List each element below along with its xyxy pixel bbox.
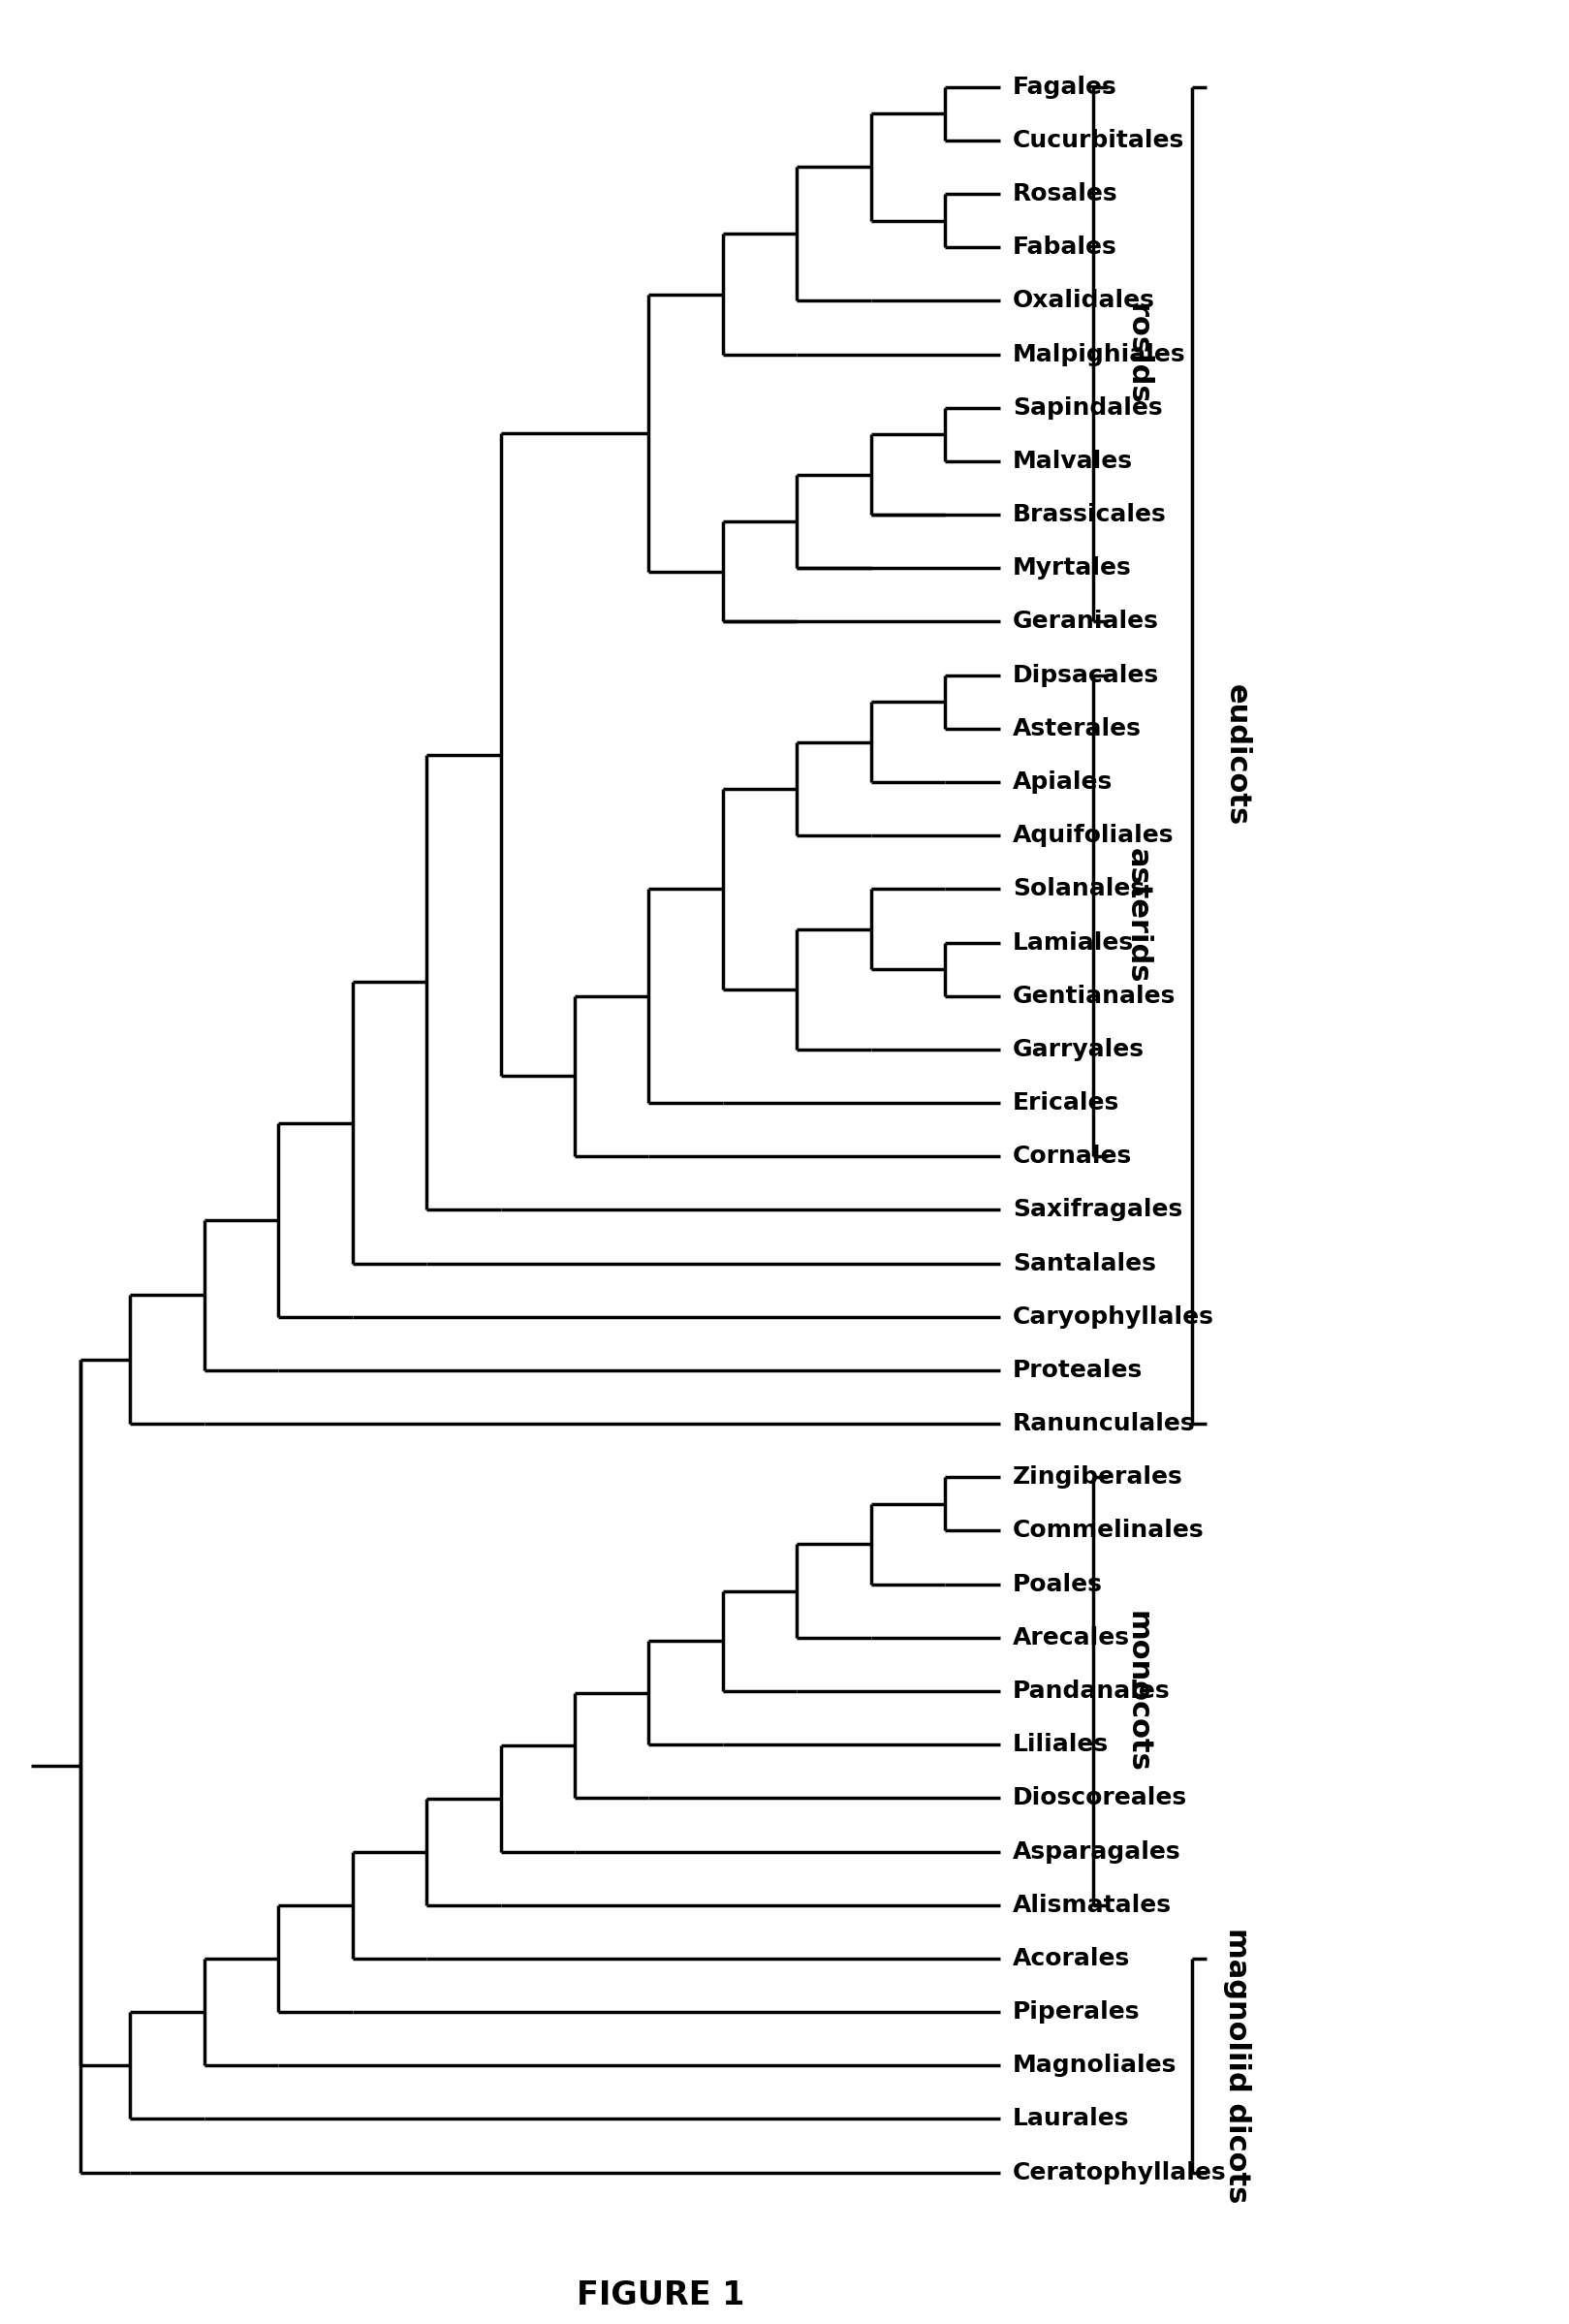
- Text: Piperales: Piperales: [1014, 2001, 1141, 2024]
- Text: Solanales: Solanales: [1014, 878, 1145, 902]
- Text: Dioscoreales: Dioscoreales: [1014, 1787, 1188, 1810]
- Text: Fabales: Fabales: [1014, 235, 1117, 258]
- Text: Laurales: Laurales: [1014, 2108, 1130, 2131]
- Text: Fagales: Fagales: [1014, 74, 1117, 98]
- Text: Sapindales: Sapindales: [1014, 395, 1163, 418]
- Text: Malpighiales: Malpighiales: [1014, 342, 1186, 365]
- Text: Dipsacales: Dipsacales: [1014, 665, 1159, 688]
- Text: Rosales: Rosales: [1014, 181, 1119, 205]
- Text: Cornales: Cornales: [1014, 1146, 1133, 1169]
- Text: asterids: asterids: [1123, 848, 1152, 983]
- Text: Magnoliales: Magnoliales: [1014, 2054, 1177, 2078]
- Text: Saxifragales: Saxifragales: [1014, 1199, 1183, 1222]
- Text: Ceratophyllales: Ceratophyllales: [1014, 2161, 1227, 2185]
- Text: Arecales: Arecales: [1014, 1627, 1130, 1650]
- Text: monocots: monocots: [1123, 1611, 1152, 1771]
- Text: Pandanales: Pandanales: [1014, 1680, 1170, 1703]
- Text: Garryales: Garryales: [1014, 1039, 1145, 1062]
- Text: Caryophyllales: Caryophyllales: [1014, 1306, 1214, 1329]
- Text: Santalales: Santalales: [1014, 1253, 1156, 1276]
- Text: Oxalidales: Oxalidales: [1014, 288, 1155, 311]
- Text: Geraniales: Geraniales: [1014, 609, 1159, 634]
- Text: eudicots: eudicots: [1222, 686, 1250, 827]
- Text: Commelinales: Commelinales: [1014, 1520, 1205, 1543]
- Text: Asparagales: Asparagales: [1014, 1841, 1181, 1864]
- Text: Myrtales: Myrtales: [1014, 555, 1131, 579]
- Text: Proteales: Proteales: [1014, 1360, 1142, 1383]
- Text: Gentianales: Gentianales: [1014, 985, 1177, 1009]
- Text: Zingiberales: Zingiberales: [1014, 1466, 1183, 1490]
- Text: Poales: Poales: [1014, 1573, 1103, 1597]
- Text: Ranunculales: Ranunculales: [1014, 1413, 1196, 1436]
- Text: Malvales: Malvales: [1014, 449, 1133, 472]
- Text: Ericales: Ericales: [1014, 1092, 1120, 1116]
- Text: Cucurbitales: Cucurbitales: [1014, 128, 1185, 151]
- Text: rosids: rosids: [1123, 304, 1152, 404]
- Text: magnoliid dicots: magnoliid dicots: [1222, 1927, 1250, 2203]
- Text: Acorales: Acorales: [1014, 1948, 1130, 1971]
- Text: Aquifoliales: Aquifoliales: [1014, 825, 1174, 848]
- Text: Apiales: Apiales: [1014, 772, 1112, 795]
- Text: FIGURE 1: FIGURE 1: [577, 2280, 745, 2312]
- Text: Lamiales: Lamiales: [1014, 932, 1134, 955]
- Text: Alismatales: Alismatales: [1014, 1894, 1172, 1917]
- Text: Brassicales: Brassicales: [1014, 502, 1167, 525]
- Text: Asterales: Asterales: [1014, 718, 1142, 741]
- Text: Liliales: Liliales: [1014, 1734, 1109, 1757]
